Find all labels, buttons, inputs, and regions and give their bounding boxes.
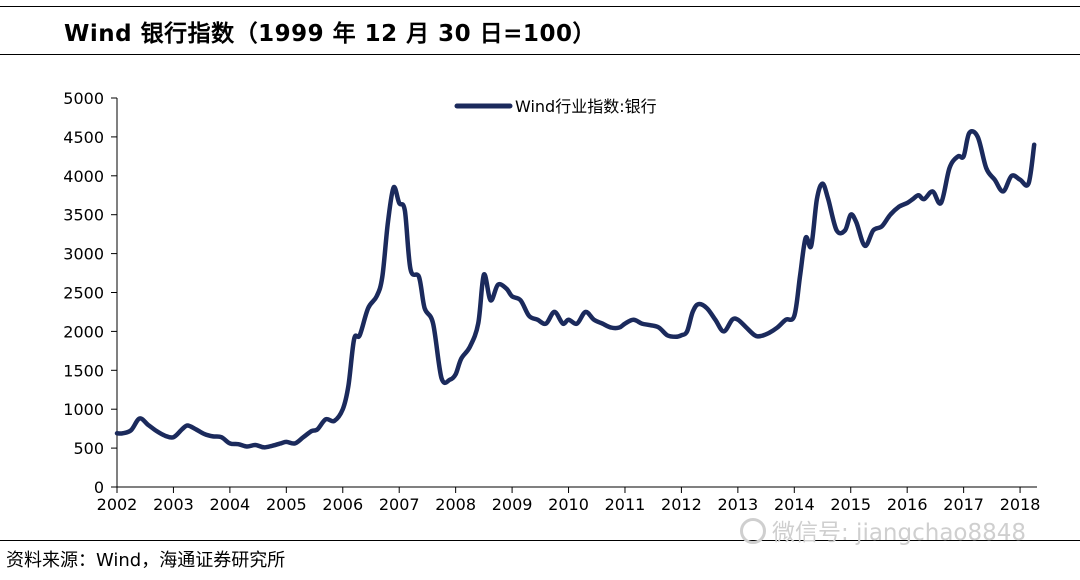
y-tick-label: 500: [73, 439, 104, 458]
x-tick-label: 2010: [548, 495, 589, 514]
x-tick-label: 2003: [153, 495, 194, 514]
chart-title: Wind 银行指数（1999 年 12 月 30 日=100）: [64, 21, 596, 47]
y-tick-label: 5000: [63, 89, 104, 108]
title-bottom-rule: [0, 54, 1080, 55]
x-tick-label: 2012: [661, 495, 702, 514]
chart-axes: 0 500 1000 1500 2000 2500 3000 3500 4000 4500 5000…: [63, 89, 1040, 514]
y-tick-label: 1500: [63, 361, 104, 380]
title-top-rule: [0, 6, 1080, 7]
y-tick-label: 0: [94, 478, 104, 497]
x-tick-label: 2011: [605, 495, 646, 514]
x-tick-label: 2002: [97, 495, 138, 514]
series-line: [114, 129, 1037, 450]
chart-legend: Wind行业指数:银行: [454, 97, 657, 116]
x-tick-label: 2008: [435, 495, 476, 514]
x-tick-label: 2016: [887, 495, 928, 514]
y-tick-label: 2000: [63, 322, 104, 341]
x-tick-label: 2005: [266, 495, 307, 514]
wechat-icon: [740, 518, 766, 544]
source-note: 资料来源：Wind，海通证券研究所: [6, 550, 286, 571]
x-tick-label: 2014: [774, 495, 815, 514]
x-tick-label: 2007: [379, 495, 420, 514]
title-bar: Wind 银行指数（1999 年 12 月 30 日=100）: [0, 0, 1080, 56]
x-tick-label: 2013: [717, 495, 758, 514]
x-tick-label: 2015: [830, 495, 871, 514]
y-tick-label: 4500: [63, 128, 104, 147]
x-tick-label: 2017: [943, 495, 984, 514]
x-tick-label: 2004: [210, 495, 251, 514]
x-tick-label: 2009: [492, 495, 533, 514]
watermark-text: 微信号: jiangchao8848: [772, 520, 1027, 546]
y-tick-label: 2500: [63, 284, 104, 303]
x-tick-label: 2006: [322, 495, 363, 514]
x-tick-label: 2018: [1000, 495, 1041, 514]
y-tick-label: 1000: [63, 400, 104, 419]
y-tick-label: 3000: [63, 245, 104, 264]
y-tick-label: 4000: [63, 167, 104, 186]
plot-area: [114, 129, 1037, 450]
footer-rule: [0, 540, 1080, 541]
watermark: 微信号: jiangchao8848: [740, 513, 1026, 547]
legend-label: Wind行业指数:银行: [515, 97, 657, 116]
y-tick-label: 3500: [63, 206, 104, 225]
line-chart: 0 500 1000 1500 2000 2500 3000 3500 4000 4500 5000…: [63, 89, 1040, 514]
